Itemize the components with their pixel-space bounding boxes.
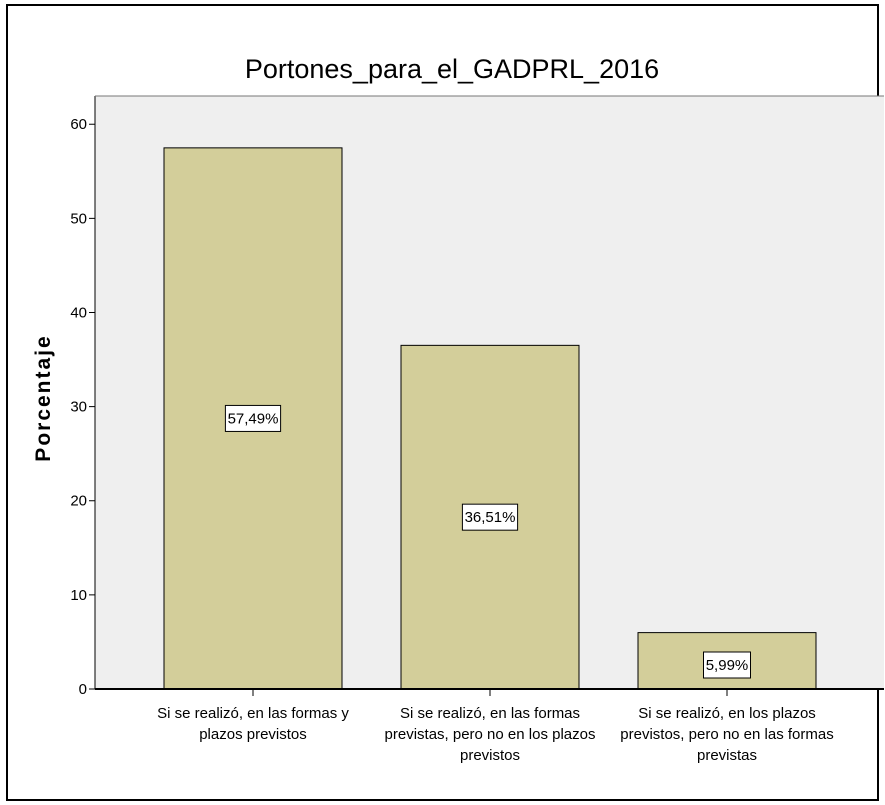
y-axis-label: Porcentaje	[32, 334, 55, 461]
x-tick-label-line: Si se realizó, en las formas	[400, 705, 580, 722]
y-tick-label: 40	[70, 304, 87, 321]
y-tick-label: 50	[70, 210, 87, 227]
bar	[637, 632, 817, 690]
y-axis: 0 10 20 30 40 50 60	[70, 95, 884, 698]
data-label: 36,51%	[465, 509, 516, 526]
data-label-box	[461, 503, 519, 531]
x-tick-label-line: Si se realizó, en las formas y	[157, 705, 349, 722]
data-label-box	[703, 651, 751, 679]
chart-title: Portones_para_el_GADPRL_2016	[245, 54, 659, 84]
data-label-box	[224, 404, 282, 432]
x-axis: Si se realizó, en las formas y plazos pre…	[95, 688, 884, 764]
bars-group: 57,49% 36,51% 5,99%	[163, 147, 817, 690]
x-tick-label-line: Si se realizó, en los plazos	[638, 705, 816, 722]
x-tick-label: Si se realizó, en los plazos previstos, p…	[620, 705, 833, 764]
x-tick-label-line: previstos	[460, 747, 520, 764]
y-tick-label: 60	[70, 116, 87, 133]
data-label: 5,99%	[706, 657, 749, 674]
y-tick-label: 30	[70, 399, 87, 416]
y-tick-label: 20	[70, 493, 87, 510]
x-tick-label-line: previstas	[697, 747, 757, 764]
x-tick-label-line: previstos, pero no en las formas	[620, 726, 833, 743]
y-tick-label: 10	[70, 587, 87, 604]
y-tick-label: 0	[79, 681, 87, 698]
x-tick-label: Si se realizó, en las formas y plazos pre…	[157, 705, 349, 743]
x-tick-label: Si se realizó, en las formas previstas, p…	[385, 705, 596, 764]
x-tick-label-line: plazos previstos	[199, 726, 307, 743]
x-tick-label-line: previstas, pero no en los plazos	[385, 726, 596, 743]
data-label: 57,49%	[228, 410, 279, 427]
